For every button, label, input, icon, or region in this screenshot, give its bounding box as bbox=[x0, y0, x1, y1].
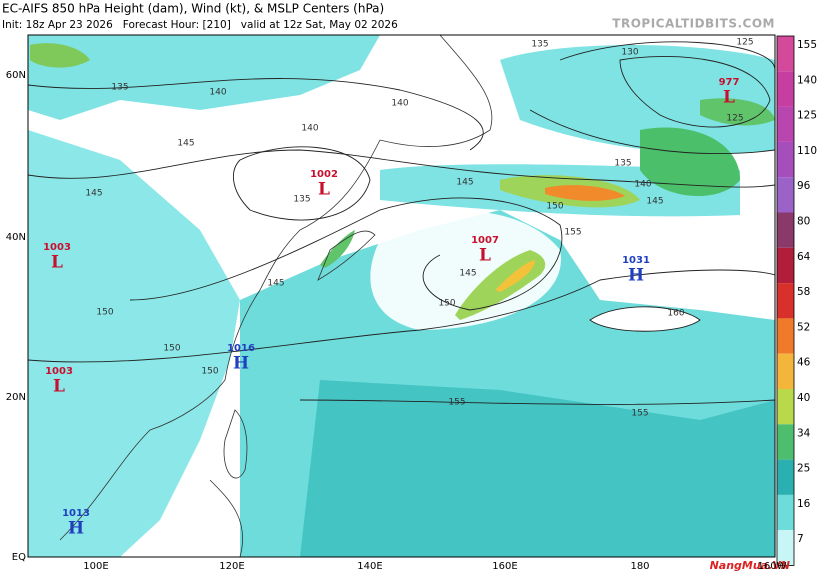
colorbar-label: 58 bbox=[797, 286, 810, 298]
contour-label: 150 bbox=[96, 308, 113, 318]
colorbar-label: 52 bbox=[797, 321, 810, 333]
contour-label: 150 bbox=[546, 202, 563, 212]
colorbar-label: 64 bbox=[797, 251, 811, 263]
colorbar-label: 125 bbox=[797, 110, 817, 122]
contour-label: 135 bbox=[531, 40, 548, 50]
colorbar-frame bbox=[776, 35, 795, 566]
title: EC-AIFS 850 hPa Height (dam), Wind (kt),… bbox=[2, 2, 384, 16]
pressure-symbol: L bbox=[723, 88, 735, 108]
colorbar-swatch bbox=[777, 177, 794, 213]
lon-label: 120E bbox=[219, 561, 244, 572]
pressure-symbol: H bbox=[68, 519, 84, 539]
pressure-symbol: L bbox=[53, 377, 65, 397]
contour-label: 150 bbox=[438, 299, 455, 309]
watermark: NangMua.VN bbox=[710, 559, 790, 572]
lon-label: 160E bbox=[492, 561, 517, 572]
lat-label: 20N bbox=[6, 392, 26, 403]
pressure-value: 1013 bbox=[62, 508, 90, 519]
contour-label: 145 bbox=[456, 178, 473, 188]
contour-label: 150 bbox=[163, 344, 180, 354]
colorbar-swatch bbox=[777, 353, 794, 389]
height-contours bbox=[28, 41, 775, 405]
contour-label: 125 bbox=[726, 114, 743, 124]
lat-label: EQ bbox=[12, 552, 26, 563]
colorbar-swatch bbox=[777, 247, 794, 284]
colorbar-label: 46 bbox=[797, 357, 811, 369]
colorbar-swatch bbox=[777, 141, 794, 178]
colorbar-label: 110 bbox=[797, 145, 817, 157]
pressure-value: 1003 bbox=[43, 242, 71, 253]
colorbar-label: 16 bbox=[797, 498, 811, 510]
contour-label: 145 bbox=[646, 197, 663, 207]
contour-label: 145 bbox=[177, 139, 194, 149]
map-frame bbox=[27, 34, 776, 558]
colorbar-label: 96 bbox=[797, 180, 811, 192]
colorbar-swatch bbox=[777, 389, 794, 425]
contour-label: 160 bbox=[667, 309, 684, 319]
lon-label: 140E bbox=[357, 561, 382, 572]
contour-label: 135 bbox=[293, 195, 310, 205]
contour-label: 155 bbox=[448, 398, 465, 408]
colorbar: 155 140 125 110 96 80 64 58 52 46 40 34 25 16 7 bbox=[776, 35, 817, 566]
pressure-symbol: H bbox=[233, 354, 249, 374]
contour-label: 145 bbox=[85, 189, 102, 199]
colorbar-label: 40 bbox=[797, 392, 810, 404]
contour-label: 150 bbox=[201, 367, 218, 377]
colorbar-label: 34 bbox=[797, 427, 811, 439]
lat-label: 40N bbox=[6, 232, 26, 243]
colorbar-swatch bbox=[777, 459, 794, 495]
colorbar-swatch bbox=[777, 71, 794, 107]
pressure-value: 1016 bbox=[227, 343, 255, 354]
site-credit: TROPICALTIDBITS.COM bbox=[612, 17, 775, 31]
colorbar-swatch bbox=[777, 212, 794, 248]
pressure-value: 1007 bbox=[471, 235, 499, 246]
colorbar-label: 140 bbox=[797, 74, 817, 86]
contour-label: 140 bbox=[301, 124, 318, 134]
contour-label: 140 bbox=[634, 180, 651, 190]
pressure-value: 1031 bbox=[622, 255, 650, 266]
lat-label: 60N bbox=[6, 70, 26, 81]
colorbar-label: 155 bbox=[797, 39, 817, 51]
lon-label: 180 bbox=[630, 561, 649, 572]
pressure-symbol: H bbox=[628, 266, 644, 286]
wind-shading bbox=[28, 35, 775, 557]
colorbar-swatch bbox=[777, 106, 794, 142]
contour-label: 130 bbox=[621, 48, 638, 58]
colorbar-swatch bbox=[777, 318, 794, 354]
contour-label: 155 bbox=[564, 228, 581, 238]
contour-label: 140 bbox=[209, 88, 226, 98]
subtitle: Init: 18z Apr 23 2026 Forecast Hour: [21… bbox=[2, 19, 398, 31]
contour-label: 140 bbox=[391, 99, 408, 109]
pressure-value: 977 bbox=[719, 77, 740, 88]
pressure-symbol: L bbox=[479, 246, 491, 266]
pressure-value: 1003 bbox=[45, 366, 73, 377]
colorbar-label: 80 bbox=[797, 216, 810, 228]
pressure-symbol: L bbox=[318, 180, 330, 200]
contour-label: 145 bbox=[267, 279, 284, 289]
colorbar-swatch bbox=[777, 530, 794, 566]
pressure-symbol: L bbox=[51, 253, 63, 273]
lon-label: 100E bbox=[83, 561, 108, 572]
map-area: 135 130 125 135 140 140 140 145 145 135 145 140 145 1… bbox=[27, 34, 776, 558]
coastlines bbox=[59, 35, 493, 557]
colorbar-swatch bbox=[777, 494, 794, 531]
lon-label: 160W bbox=[758, 561, 787, 572]
colorbar-swatch bbox=[777, 283, 794, 319]
pressure-value: 1002 bbox=[310, 169, 338, 180]
colorbar-label: 25 bbox=[797, 463, 810, 475]
contour-label: 155 bbox=[631, 409, 648, 419]
contour-label: 135 bbox=[111, 83, 128, 93]
colorbar-swatch bbox=[777, 36, 794, 72]
colorbar-swatch bbox=[777, 424, 794, 460]
colorbar-label: 7 bbox=[797, 533, 804, 545]
contour-label: 145 bbox=[459, 269, 476, 279]
contour-label: 125 bbox=[736, 38, 753, 48]
contour-label: 135 bbox=[614, 159, 631, 169]
